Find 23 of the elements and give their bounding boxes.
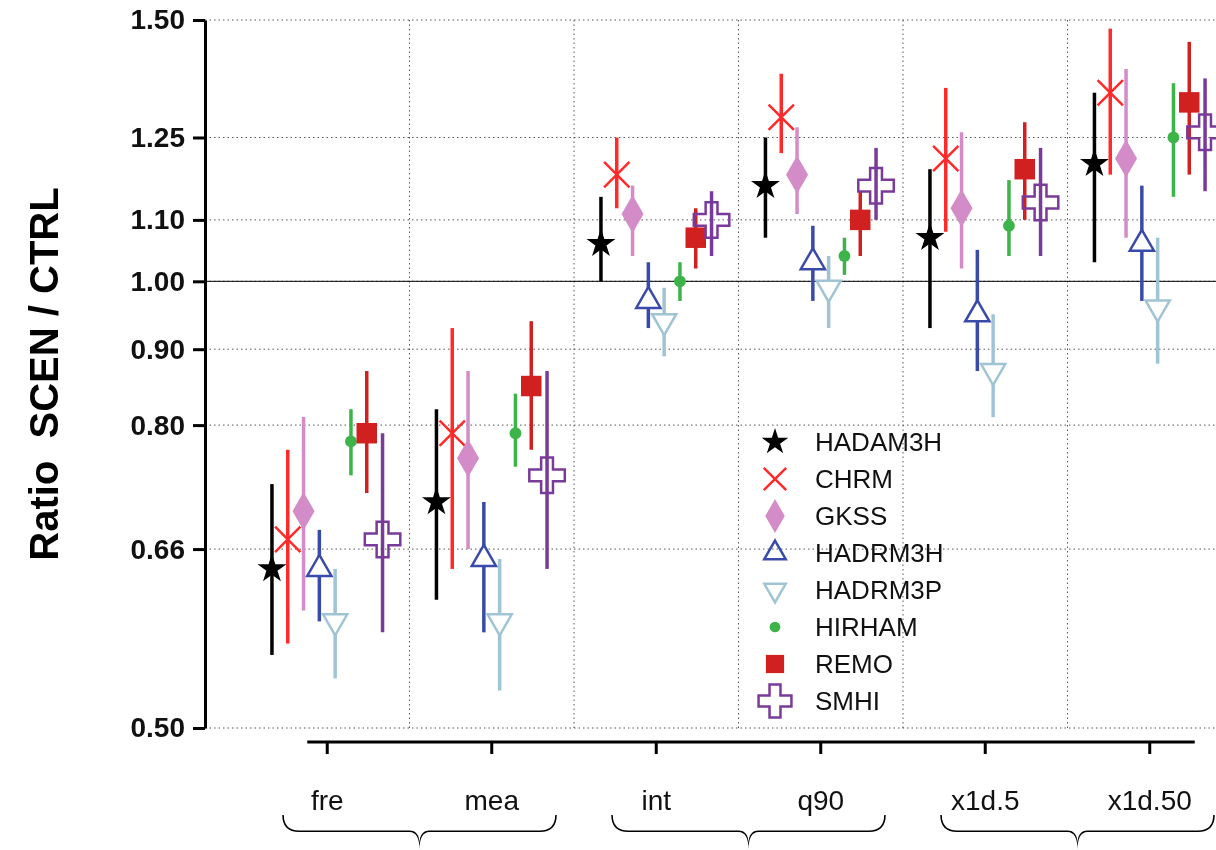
y-tick-label: 0.66 [130, 533, 185, 565]
legend-label: SMHI [815, 686, 880, 717]
legend-label: CHRM [815, 464, 893, 495]
legend-label: GKSS [815, 501, 888, 532]
y-tick-label: 0.90 [130, 333, 185, 365]
x-tick-label: x1d.5 [951, 784, 1020, 816]
y-tick-label: 0.80 [130, 409, 185, 441]
legend-label: HADRM3H [815, 538, 944, 569]
x-tick-label: x1d.50 [1107, 784, 1192, 816]
y-tick-label: 1.10 [130, 204, 185, 236]
legend-label: HADAM3H [815, 427, 943, 458]
x-tick-label: int [641, 784, 672, 816]
y-tick-label: 0.50 [130, 712, 185, 744]
y-axis-title: Ratio SCEN / CTRL [22, 187, 66, 561]
y-tick-label: 1.00 [130, 265, 185, 297]
legend-label: REMO [815, 649, 893, 680]
x-tick-label: q90 [797, 784, 845, 816]
legend-label: HIRHAM [815, 612, 918, 643]
x-tick-label: fre [310, 784, 344, 816]
y-tick-label: 1.25 [130, 121, 185, 153]
legend-label: HADRM3P [815, 575, 943, 606]
x-tick-label: mea [464, 784, 520, 816]
y-tick-label: 1.50 [130, 4, 185, 36]
